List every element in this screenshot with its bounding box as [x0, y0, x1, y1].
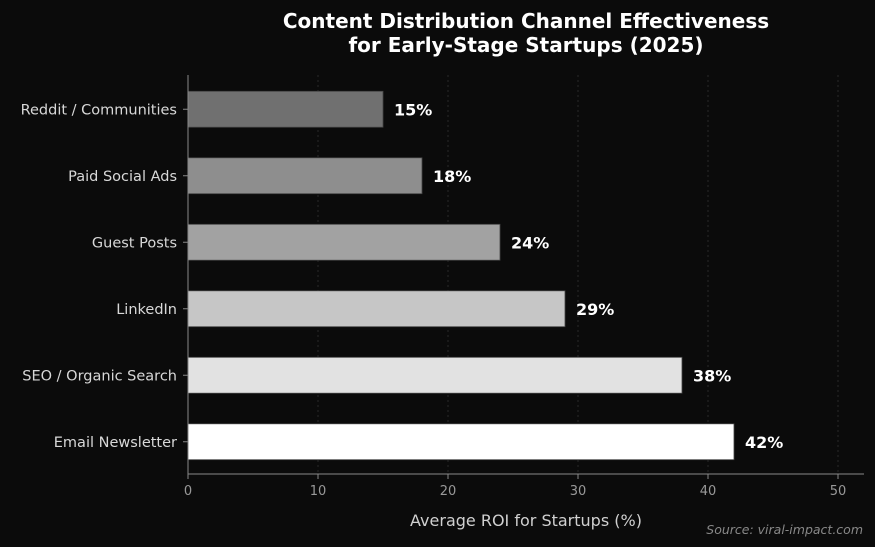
- x-tick-label: 0: [184, 484, 192, 499]
- bar: [187, 423, 735, 461]
- x-tick-label: 10: [310, 484, 327, 499]
- y-tick-label: Email Newsletter: [54, 435, 177, 451]
- x-tick-label: 40: [700, 484, 717, 499]
- y-tick-label: SEO / Organic Search: [22, 368, 177, 384]
- x-axis-label: Average ROI for Startups (%): [410, 511, 642, 530]
- y-tick-label: Reddit / Communities: [21, 102, 177, 118]
- data-label: 38%: [693, 366, 731, 385]
- data-label: 18%: [433, 167, 471, 186]
- bar: [187, 290, 566, 328]
- data-label: 42%: [745, 433, 783, 452]
- y-tick-label: LinkedIn: [116, 302, 177, 318]
- chart-title-line2: for Early-Stage Startups (2025): [348, 33, 703, 57]
- bar: [187, 356, 683, 394]
- bar: [187, 223, 501, 261]
- data-label: 15%: [394, 100, 432, 119]
- y-tick-label: Paid Social Ads: [68, 169, 177, 185]
- bar: [187, 157, 423, 195]
- chart-title-line1: Content Distribution Channel Effectivene…: [283, 9, 769, 33]
- data-label: 24%: [511, 233, 549, 252]
- x-tick-label: 20: [440, 484, 457, 499]
- y-tick-label: Guest Posts: [92, 235, 177, 251]
- bar: [187, 90, 384, 128]
- x-tick-label: 50: [830, 484, 847, 499]
- source-note: Source: viral-impact.com: [706, 522, 863, 537]
- x-tick-label: 30: [570, 484, 587, 499]
- data-label: 29%: [576, 300, 614, 319]
